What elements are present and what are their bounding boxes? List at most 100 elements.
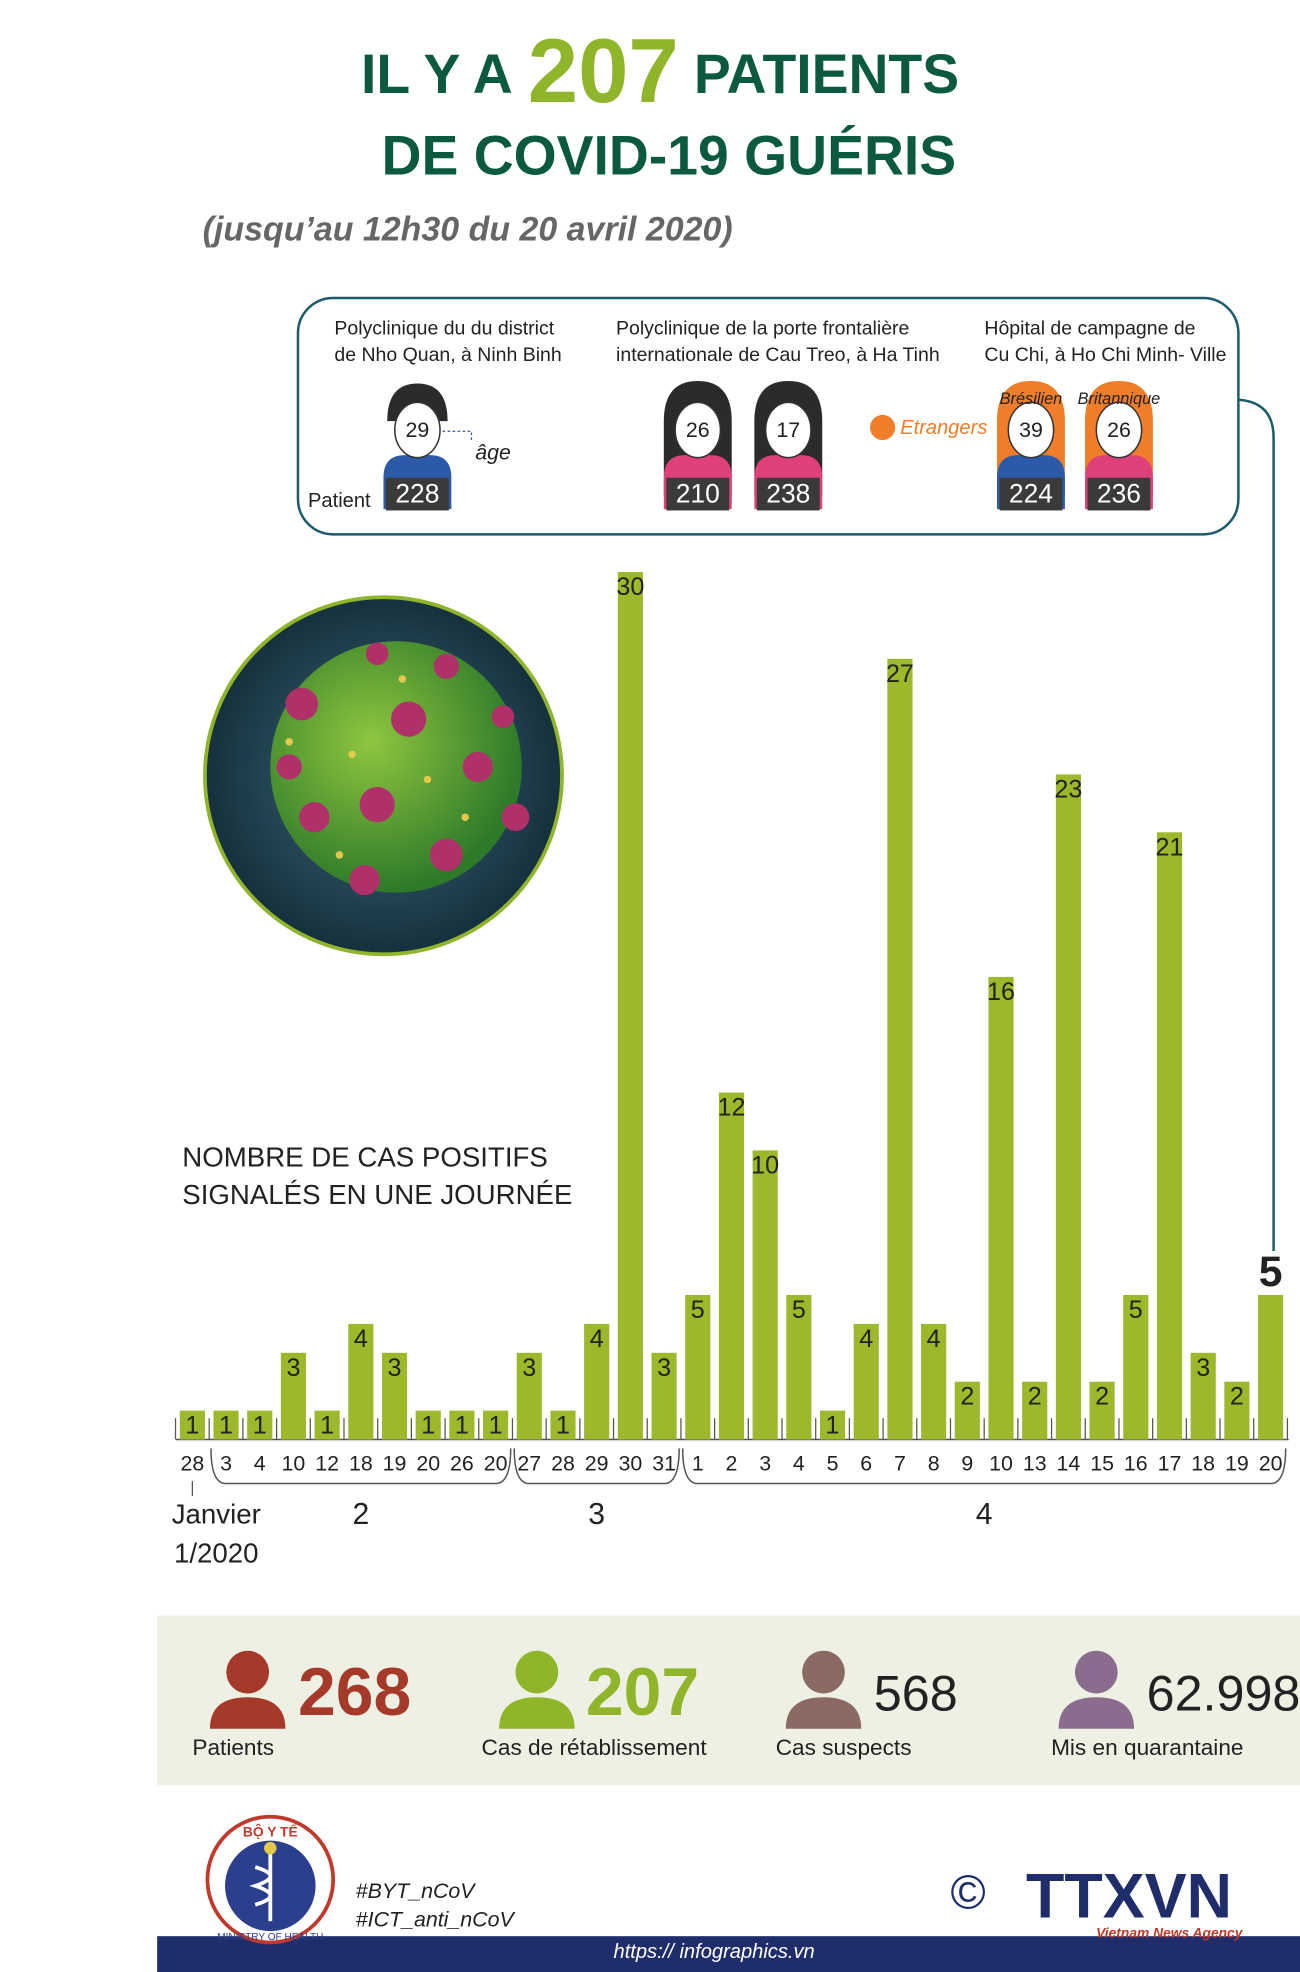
id-plate — [756, 477, 820, 511]
stat-icon-body — [785, 1697, 862, 1729]
bar — [685, 1294, 711, 1440]
id-plate — [1087, 477, 1151, 511]
bar — [617, 572, 643, 1440]
clinic-box — [296, 296, 1240, 536]
bar — [718, 1092, 745, 1440]
bar — [348, 1323, 374, 1440]
group-bracket — [681, 1448, 1287, 1485]
x-tick-label: 31 — [652, 1451, 676, 1475]
patient-icon — [754, 380, 823, 511]
nationality: Brésilien — [1000, 390, 1063, 408]
chart-title: SIGNALÉS EN UNE JOURNÉE — [182, 1179, 572, 1210]
value-label: 5 — [691, 1296, 705, 1324]
id-plate — [666, 477, 730, 511]
group-label: 3 — [588, 1498, 605, 1531]
patient-age: 26 — [686, 418, 710, 442]
hashtag: #BYT_nCoV — [356, 1879, 476, 1903]
patient-icon — [1085, 380, 1153, 511]
x-tick-label: 13 — [1023, 1451, 1047, 1475]
x-tick-label: 16 — [1124, 1451, 1148, 1475]
age-arrow — [442, 430, 473, 443]
value-label: 1 — [219, 1412, 233, 1440]
patient-age: 29 — [406, 418, 430, 442]
bar — [786, 1294, 812, 1440]
bar — [1190, 1352, 1216, 1440]
x-tick-label: 30 — [619, 1451, 643, 1475]
x-tick-label: 4 — [793, 1451, 805, 1475]
bar — [887, 658, 913, 1440]
copyright: © — [950, 1867, 985, 1920]
stat-label: Cas suspects — [776, 1735, 912, 1760]
x-tick-label: 28 — [180, 1451, 204, 1475]
stat-icon-head — [1074, 1650, 1118, 1694]
clinic-name: internationale de Cau Treo, à Ha Tinh — [616, 344, 940, 366]
stat-icon-body — [1058, 1697, 1135, 1729]
bar — [1123, 1294, 1149, 1440]
stat-value: 62.998 — [1147, 1665, 1300, 1722]
patient-age: 39 — [1019, 418, 1043, 442]
x-tick-label: 3 — [759, 1451, 771, 1475]
clinic-name: Polyclinique du du district — [334, 318, 554, 340]
value-label: 1 — [253, 1412, 267, 1440]
bar — [921, 1323, 947, 1440]
stat-value: 207 — [586, 1655, 699, 1730]
stat-value: 268 — [298, 1655, 411, 1730]
bar — [449, 1410, 475, 1440]
bar — [752, 1150, 778, 1440]
x-tick-label: 26 — [450, 1451, 474, 1475]
value-label: 5 — [792, 1296, 806, 1324]
x-tick-label: 18 — [349, 1451, 373, 1475]
subtitle: (jusqu’au 12h30 du 20 avril 2020) — [203, 210, 733, 248]
value-label: 2 — [960, 1383, 974, 1411]
value-label: 5 — [1259, 1248, 1283, 1296]
value-label: 2 — [1095, 1383, 1109, 1411]
patient-id: 228 — [395, 478, 439, 508]
bar — [1089, 1381, 1115, 1440]
title-part: IL Y A — [361, 43, 513, 105]
x-tick-label: 19 — [1225, 1451, 1249, 1475]
x-tick-label: 10 — [989, 1451, 1013, 1475]
value-label: 3 — [657, 1354, 671, 1382]
virus-image — [203, 595, 564, 957]
bar — [179, 1410, 205, 1440]
bar — [213, 1410, 239, 1440]
x-tick-label: 8 — [928, 1451, 940, 1475]
patient-icon — [663, 380, 732, 511]
nationality: Britannique — [1078, 390, 1161, 408]
bar — [1258, 1294, 1284, 1440]
x-tick-label: 28 — [551, 1451, 575, 1475]
bar — [381, 1352, 408, 1440]
clinic-name: de Nho Quan, à Ninh Binh — [334, 344, 561, 366]
agency: TTXVN — [1026, 1862, 1232, 1932]
value-label: 23 — [1054, 775, 1082, 803]
id-plate — [999, 477, 1063, 511]
stat-icon-head — [515, 1650, 559, 1694]
x-tick-label: 15 — [1090, 1451, 1114, 1475]
bar — [415, 1410, 441, 1440]
stat-icon-body — [209, 1697, 286, 1729]
face — [394, 401, 441, 459]
ministry-name-en: MINISTRY OF HEALTH — [217, 1932, 323, 1943]
bar — [853, 1323, 879, 1440]
clinic-name: Hôpital de campagne de — [984, 318, 1195, 340]
bar — [819, 1410, 846, 1440]
patient-id: 236 — [1097, 478, 1141, 508]
x-tick-label: 29 — [585, 1451, 609, 1475]
bar — [1156, 832, 1183, 1440]
stat-icon-body — [499, 1697, 575, 1729]
bar — [1022, 1381, 1048, 1440]
group-label: 2 — [352, 1498, 369, 1531]
title-line-2: DE COVID-19 GUÉRIS — [382, 124, 957, 186]
x-tick-label: 12 — [315, 1451, 339, 1475]
legend-label: Etrangers — [900, 417, 987, 439]
value-label: 4 — [927, 1325, 941, 1353]
connector — [1238, 398, 1275, 1251]
value-label: 1 — [826, 1412, 840, 1440]
chart-title: NOMBRE DE CAS POSITIFS — [182, 1141, 548, 1172]
bar — [516, 1352, 542, 1440]
value-label: 3 — [286, 1354, 300, 1382]
stat-icon-head — [226, 1650, 270, 1694]
value-label: 1 — [185, 1412, 199, 1440]
patient-icon — [383, 383, 452, 511]
group-label: Janvier — [172, 1499, 261, 1530]
